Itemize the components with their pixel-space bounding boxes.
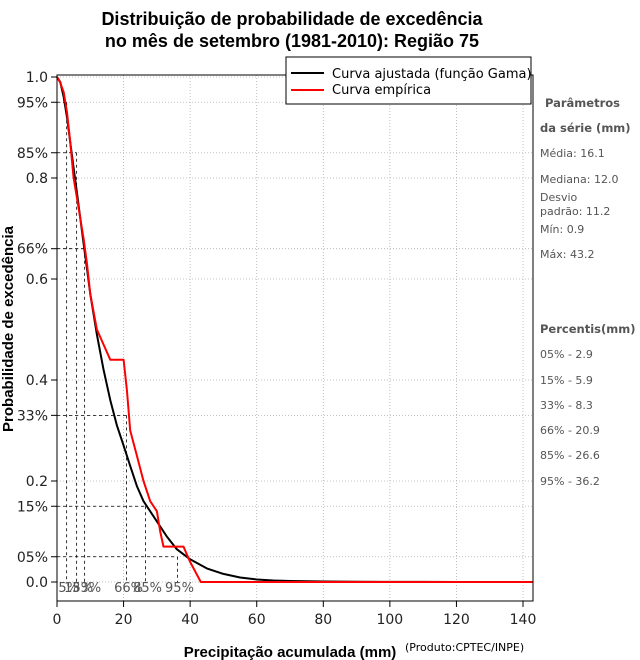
y-tick-label: 85%: [17, 146, 48, 162]
stat-media: Média: 16.1: [540, 147, 605, 160]
y-tick-label: 66%: [17, 242, 48, 258]
y-tick-label: 0.4: [26, 373, 48, 389]
x-axis-label: Precipitação acumulada (mm): [184, 644, 397, 660]
percentile-marker-label: 5%: [58, 581, 79, 596]
x-tick-label: 20: [115, 612, 133, 628]
params-heading-line2: da série (mm): [540, 121, 631, 135]
stat-mediana: Mediana: 12.0: [540, 173, 618, 186]
y-tick-label: 1.0: [26, 70, 48, 86]
y-tick-label: 05%: [17, 550, 48, 566]
percentile-marker-label: 15%: [64, 581, 93, 596]
percentil-item: 33% - 8.3: [540, 399, 593, 412]
percentis-heading: Percentis(mm): [540, 322, 635, 336]
plot-frame: [56, 74, 534, 602]
percentil-item: 66% - 20.9: [540, 424, 600, 437]
percentil-item: 85% - 26.6: [540, 449, 600, 462]
chart-subtitle: no mês de setembro (1981-2010): Região 7…: [105, 31, 479, 51]
x-tick-label: 140: [510, 612, 537, 628]
percentil-item: 95% - 36.2: [540, 475, 600, 488]
stat-desvio-line1: Desvio: [540, 191, 578, 204]
x-tick-label: 40: [181, 612, 199, 628]
chart-title: Distribuição de probabilidade de excedên…: [101, 9, 483, 29]
x-tick-label: 0: [53, 612, 62, 628]
series-parameters: Parâmetros da série (mm) Média: 16.1 Med…: [540, 96, 631, 261]
y-tick-label: 0.2: [26, 474, 48, 490]
x-tick-label: 100: [376, 612, 403, 628]
stat-max: Máx: 43.2: [540, 248, 594, 261]
y-tick-label: 0.8: [26, 171, 48, 187]
product-note: (Produto:CPTEC/INPE): [405, 641, 524, 654]
y-tick-label: 33%: [17, 408, 48, 424]
percentile-marker-label: 33%: [72, 581, 101, 596]
percentiles-panel: Percentis(mm) 05% - 2.9 15% - 5.9 33% - …: [540, 322, 635, 488]
empirical-curve: [56, 76, 533, 583]
legend: Curva ajustada (função Gama) Curva empír…: [285, 56, 532, 105]
x-tick-label: 60: [248, 612, 266, 628]
stat-min: Mín: 0.9: [540, 223, 584, 236]
stat-desvio-line2: padrão: 11.2: [540, 205, 610, 218]
y-axis-label: Probabilidade de excedência: [0, 225, 17, 432]
legend-label-empirical: Curva empírica: [332, 83, 431, 98]
legend-label-fitted: Curva ajustada (função Gama): [332, 67, 532, 82]
x-axis: 0 20 40 60 80 100 120 140: [53, 601, 537, 628]
y-tick-label: 95%: [17, 95, 48, 111]
params-heading-line1: Parâmetros: [545, 96, 620, 110]
percentile-labels: 5%15%33% 66%85% 95%: [58, 581, 194, 596]
series-lines: [56, 76, 533, 583]
percentil-item: 15% - 5.9: [540, 374, 593, 387]
legend-box: [285, 56, 532, 105]
y-axis: 0.0 05% 15% 0.2 33% 0.4 0.6 66% 0.8 85% 95% 1.0: [17, 70, 57, 591]
y-tick-label: 15%: [17, 499, 48, 515]
percentile-marker-label: 95%: [165, 581, 194, 596]
y-tick-label: 0.0: [26, 575, 48, 591]
grid: [56, 75, 533, 601]
y-tick-label: 0.6: [26, 272, 48, 288]
x-tick-label: 80: [314, 612, 332, 628]
percentile-marker-label: 66%: [114, 581, 143, 596]
percentile-marker-label: 85%: [133, 581, 162, 596]
percentil-item: 05% - 2.9: [540, 348, 593, 361]
x-tick-label: 120: [443, 612, 470, 628]
